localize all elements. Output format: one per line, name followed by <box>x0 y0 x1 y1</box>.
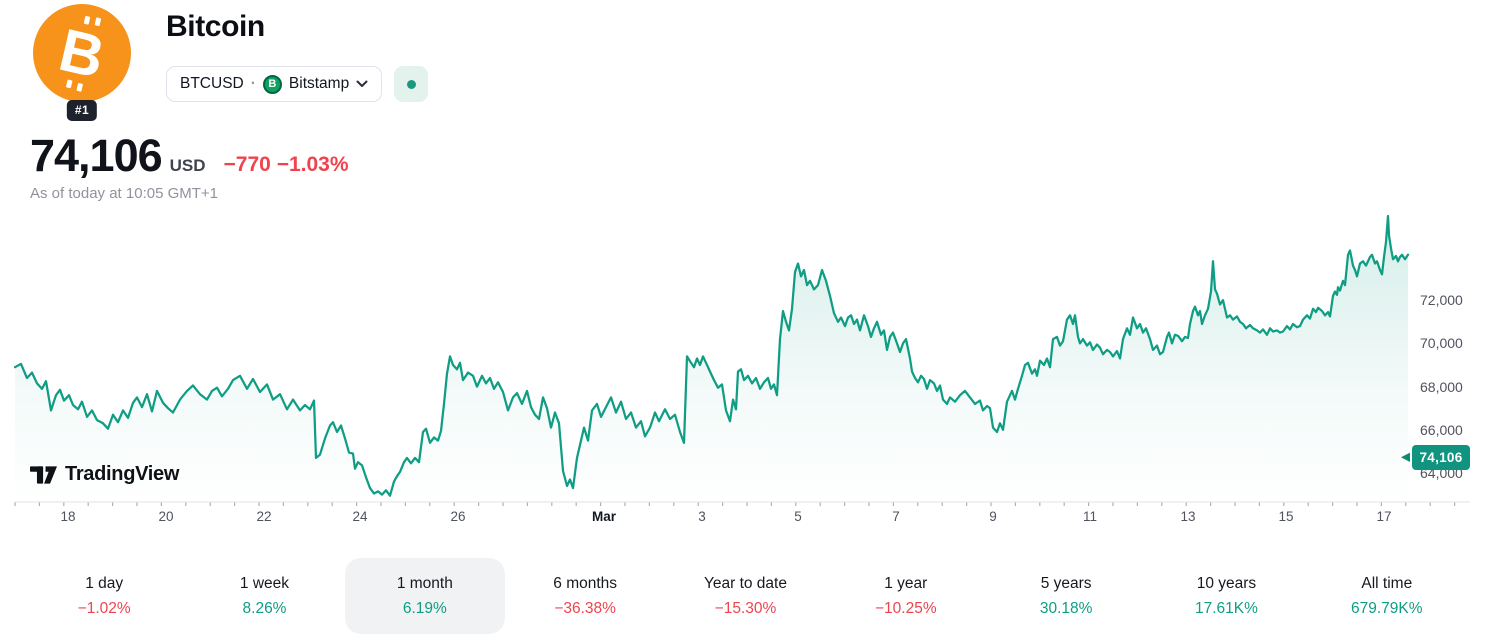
range-tab-change: 6.19% <box>402 599 447 617</box>
range-tab-10-years[interactable]: 10 years 17.61K% <box>1146 558 1306 634</box>
x-axis-label: Mar <box>591 509 616 524</box>
symbol-exchange-selector[interactable]: BTCUSD · B Bitstamp <box>166 66 383 102</box>
exchange-label: Bitstamp <box>288 75 350 92</box>
x-axis-label: 26 <box>450 509 466 524</box>
price-area-fill <box>15 216 1408 502</box>
range-tab-change: 8.26% <box>242 599 287 617</box>
x-axis-label: 3 <box>698 509 706 524</box>
range-tab-label: 5 years <box>1040 574 1092 592</box>
range-tab-label: All time <box>1361 574 1413 592</box>
bitstamp-logo-icon: B <box>262 74 282 94</box>
x-axis-label: 18 <box>60 509 76 524</box>
last-price-tag: 74,106 <box>1412 445 1470 470</box>
price-chart[interactable]: 72,000 70,000 68,000 66,000 64,000 18 20 22 24 2… <box>0 200 1491 550</box>
price-change-abs: −770 <box>223 153 271 176</box>
price-line <box>13 214 1410 497</box>
symbol-label: BTCUSD <box>180 75 244 92</box>
range-tab-all-time[interactable]: All time 679.79K% <box>1307 558 1467 634</box>
price-value: 74,106 <box>30 130 163 181</box>
range-tab-5-years[interactable]: 5 years 30.18% <box>986 558 1146 634</box>
x-axis-label: 13 <box>1180 509 1196 524</box>
range-tab-1-month[interactable]: 1 month 6.19% <box>344 558 505 634</box>
x-axis-ticks <box>14 502 1456 506</box>
btc-b-glyph: B <box>53 15 111 92</box>
as-of-timestamp: As of today at 10:05 GMT+1 <box>30 185 219 202</box>
range-tab-year-to-date[interactable]: Year to date −15.30% <box>665 558 825 634</box>
range-tab-6-months[interactable]: 6 months −36.38% <box>505 558 665 634</box>
price-currency: USD <box>169 156 206 175</box>
price-change: −770 −1.03% <box>224 153 349 177</box>
range-tab-label: 1 year <box>884 574 928 592</box>
x-axis-label: 5 <box>794 509 802 524</box>
y-axis-label: 66,000 <box>1420 421 1463 438</box>
x-axis-label: 22 <box>256 509 272 524</box>
tradingview-watermark-text: TradingView <box>65 463 180 485</box>
market-open-dot-icon <box>406 79 416 89</box>
range-tab-1-day[interactable]: 1 day −1.02% <box>24 558 184 634</box>
x-axis-label: 9 <box>989 509 997 524</box>
range-tabs: 1 day −1.02% 1 week 8.26% 1 month 6.19% 6 mont… <box>24 558 1467 634</box>
range-tab-1-week[interactable]: 1 week 8.26% <box>184 558 344 634</box>
page-title: Bitcoin <box>166 10 265 43</box>
chart-canvas[interactable] <box>0 200 1491 510</box>
range-tab-label: 1 week <box>239 574 290 592</box>
x-axis-label: 20 <box>158 509 174 524</box>
range-tab-change: 679.79K% <box>1351 599 1423 617</box>
range-tab-change: 17.61K% <box>1195 599 1258 617</box>
tradingview-watermark[interactable]: TradingView <box>30 463 179 486</box>
range-tab-label: 1 month <box>396 574 453 592</box>
separator-dot: · <box>250 75 256 92</box>
x-axis-label: 24 <box>352 509 368 524</box>
rank-badge: #1 <box>66 100 98 121</box>
range-tab-change: −15.30% <box>714 599 777 617</box>
range-tab-1-year[interactable]: 1 year −10.25% <box>826 558 986 634</box>
range-tab-change: 30.18% <box>1039 599 1093 617</box>
x-axis-label: 7 <box>892 509 900 524</box>
bitcoin-logo: B #1 <box>33 4 131 121</box>
x-axis-label: 15 <box>1278 509 1294 524</box>
range-tab-label: 1 day <box>85 574 124 592</box>
price-row: 74,106 USD −770 −1.03% <box>30 130 349 182</box>
y-axis-label: 70,000 <box>1420 335 1463 352</box>
price-change-pct: −1.03% <box>276 153 349 176</box>
range-tab-change: −36.38% <box>554 599 616 617</box>
chevron-down-icon <box>356 80 368 87</box>
market-status-button[interactable] <box>394 66 428 102</box>
range-tab-change: −1.02% <box>77 599 131 617</box>
range-tab-label: 6 months <box>553 574 618 592</box>
tradingview-logo-icon <box>30 465 57 484</box>
x-axis-label: 11 <box>1082 509 1097 524</box>
range-tab-label: Year to date <box>703 574 787 592</box>
y-axis-label: 72,000 <box>1420 292 1463 309</box>
range-tab-change: −10.25% <box>874 599 937 617</box>
range-tab-label: 10 years <box>1196 574 1257 592</box>
bitcoin-coin-icon: B <box>33 4 131 102</box>
x-axis-label: 17 <box>1376 509 1392 524</box>
last-price-arrow-icon <box>1401 452 1410 462</box>
y-axis-label: 68,000 <box>1420 378 1463 395</box>
